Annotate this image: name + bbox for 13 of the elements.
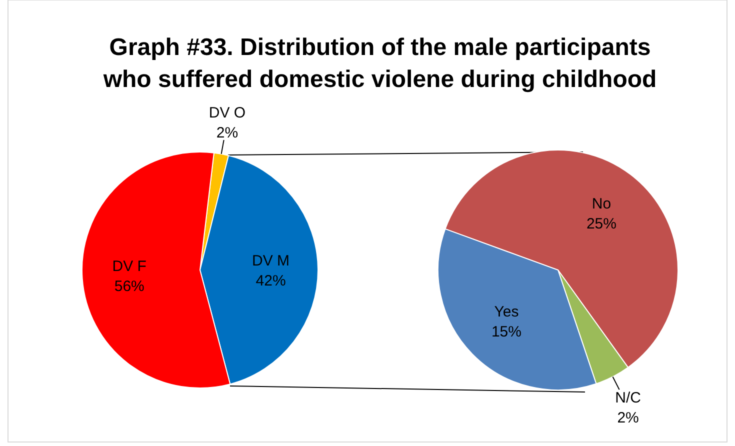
text: Graph #33. Distribution of the male participants who suffered domestic violene during childhood [102,34,657,93]
slice-label: No [592,196,612,213]
slice-label: DV F [112,258,146,275]
slice-label: DV M [252,252,290,270]
slice-label: Yes [494,303,519,320]
data-label: 2% [216,124,238,142]
data-label: 42% [256,272,286,290]
slice-label: DV O [208,104,246,122]
data-label: 25% [586,216,616,233]
data-label: 15% [491,323,522,340]
data-label: 2% [617,410,639,427]
data-label: 56% [114,278,144,295]
slice-label: N/C [615,390,642,407]
